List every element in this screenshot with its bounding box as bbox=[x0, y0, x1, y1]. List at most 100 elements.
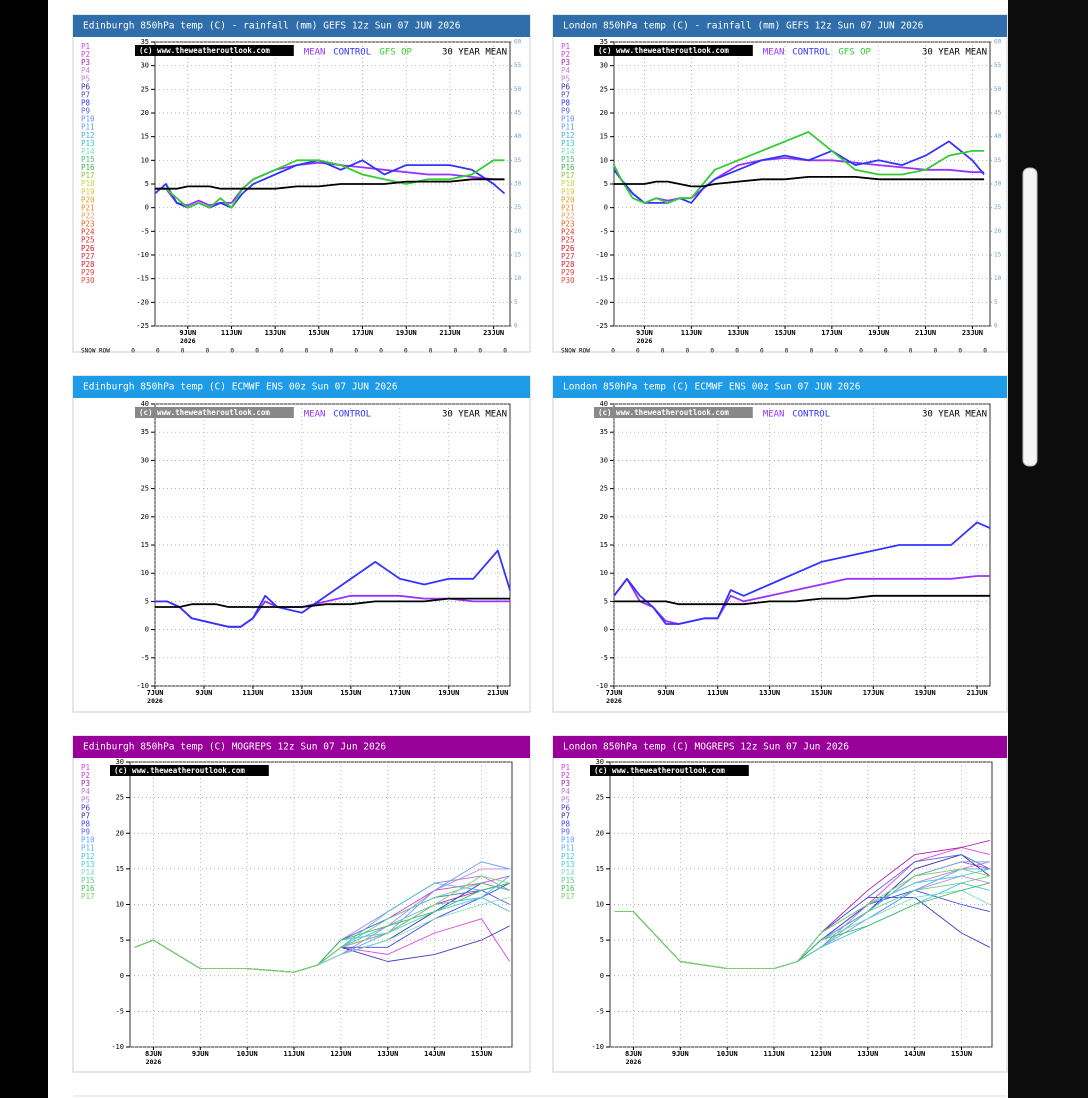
member-label: P28 bbox=[561, 260, 575, 269]
x-tick-label: 23JUN bbox=[483, 329, 504, 337]
legend-entry: P13 bbox=[81, 860, 95, 869]
member-label: P2 bbox=[81, 50, 90, 59]
legend-entry: CONTROL bbox=[792, 48, 830, 58]
snow-row-value: 0 bbox=[834, 348, 838, 355]
legend-entry: P6 bbox=[561, 803, 571, 812]
y2-tick-label: 15 bbox=[994, 252, 1002, 259]
y-tick-label: 15 bbox=[141, 541, 149, 549]
y-tick-label: 25 bbox=[600, 85, 608, 93]
member-label: P30 bbox=[81, 276, 95, 285]
legend-entry: P14 bbox=[561, 868, 575, 877]
legend-entry: GFS OP bbox=[379, 48, 412, 58]
snow-row-label: SNOW ROW bbox=[81, 348, 110, 355]
x-tick-label: 8JUN bbox=[145, 1050, 162, 1058]
y-tick-label: 30 bbox=[116, 758, 124, 766]
legend-entry: P3 bbox=[561, 779, 570, 788]
panel-title: London 850hPa temp (C) - rainfall (mm) G… bbox=[563, 21, 924, 32]
legend-entry: P9 bbox=[561, 828, 570, 837]
y-tick-label: 35 bbox=[600, 428, 608, 436]
y-tick-label: 40 bbox=[600, 400, 608, 408]
y2-tick-label: 60 bbox=[514, 39, 522, 46]
member-label: P4 bbox=[561, 66, 571, 75]
snow-row-value: 0 bbox=[230, 348, 234, 355]
member-label: P16 bbox=[81, 163, 95, 172]
snow-row-value: 0 bbox=[454, 348, 458, 355]
x-tick-label: 17JUN bbox=[352, 329, 373, 337]
y2-tick-label: 25 bbox=[994, 204, 1002, 211]
y2-tick-label: 0 bbox=[994, 323, 998, 330]
y-tick-label: 20 bbox=[600, 513, 608, 521]
member-label: P1 bbox=[81, 42, 90, 51]
series-line bbox=[614, 176, 985, 188]
year-label: 2026 bbox=[147, 697, 163, 705]
legend-entry: 30 YEAR MEAN bbox=[442, 48, 507, 58]
member-label: P11 bbox=[561, 123, 575, 132]
y-tick-label: 5 bbox=[145, 180, 149, 188]
member-label: P24 bbox=[81, 228, 95, 237]
member-label: P11 bbox=[81, 123, 95, 132]
x-tick-label: 10JUN bbox=[717, 1050, 738, 1058]
legend-entry: P8 bbox=[561, 819, 571, 828]
x-tick-label: 15JUN bbox=[951, 1050, 972, 1058]
snow-row-value: 0 bbox=[661, 348, 665, 355]
y-tick-label: 5 bbox=[120, 936, 124, 944]
legend-entry: CONTROL bbox=[333, 410, 371, 420]
member-label: P18 bbox=[81, 179, 95, 188]
member-label: P12 bbox=[81, 131, 95, 140]
x-tick-label: 17JUN bbox=[863, 689, 884, 697]
member-label: P15 bbox=[81, 155, 95, 164]
legend-entry: CONTROL bbox=[333, 48, 371, 58]
snow-row-value: 0 bbox=[206, 348, 210, 355]
member-label: P10 bbox=[561, 115, 575, 124]
series-line bbox=[613, 521, 991, 625]
member-label: P2 bbox=[561, 50, 570, 59]
watermark-box bbox=[594, 407, 753, 418]
legend-entry: 30 YEAR MEAN bbox=[922, 48, 987, 58]
legend-entry: MEAN bbox=[304, 48, 326, 58]
y-tick-label: 30 bbox=[600, 456, 608, 464]
legend-entry: P12 bbox=[561, 852, 575, 861]
y-tick-label: 0 bbox=[145, 626, 149, 634]
x-tick-label: 14JUN bbox=[904, 1050, 925, 1058]
snow-row-value: 0 bbox=[710, 348, 714, 355]
panel-border bbox=[552, 735, 1008, 1073]
x-tick-label: 9JUN bbox=[636, 329, 653, 337]
member-label: P10 bbox=[81, 115, 95, 124]
snow-row-value: 0 bbox=[884, 348, 888, 355]
legend-entry: MEAN bbox=[304, 410, 326, 420]
y2-tick-label: 45 bbox=[994, 110, 1002, 117]
snow-row-value: 0 bbox=[404, 348, 408, 355]
y2-tick-label: 60 bbox=[994, 39, 1002, 46]
watermark: (c) www.theweatheroutlook.com bbox=[598, 408, 729, 417]
x-tick-label: 21JUN bbox=[915, 329, 936, 337]
member-label: P19 bbox=[81, 187, 95, 196]
snow-row-value: 0 bbox=[503, 348, 507, 355]
scroll-handle[interactable] bbox=[1022, 167, 1038, 467]
x-tick-label: 15JUN bbox=[308, 329, 329, 337]
y-tick-label: -5 bbox=[600, 227, 608, 235]
y2-tick-label: 10 bbox=[994, 275, 1002, 282]
y2-tick-label: 55 bbox=[514, 62, 522, 69]
y-tick-label: 5 bbox=[145, 597, 149, 605]
member-label: P29 bbox=[561, 268, 575, 277]
series-line bbox=[614, 594, 990, 606]
x-tick-label: 11JUN bbox=[242, 689, 263, 697]
member-label: P22 bbox=[561, 211, 575, 220]
y-tick-label: -20 bbox=[136, 298, 149, 306]
y-tick-label: 25 bbox=[141, 85, 149, 93]
y2-tick-label: 45 bbox=[514, 110, 522, 117]
y2-tick-label: 30 bbox=[994, 181, 1002, 188]
member-label: P25 bbox=[561, 236, 575, 245]
y2-tick-label: 50 bbox=[994, 86, 1002, 93]
series-line bbox=[155, 159, 505, 209]
x-tick-label: 23JUN bbox=[962, 329, 983, 337]
y2-tick-label: 25 bbox=[514, 204, 522, 211]
legend-entry: GFS OP bbox=[838, 48, 871, 58]
member-label: P8 bbox=[81, 98, 91, 107]
legend-entry: P11 bbox=[81, 844, 95, 853]
y2-tick-label: 35 bbox=[514, 157, 522, 164]
y-tick-label: 0 bbox=[145, 204, 149, 212]
member-label: P3 bbox=[81, 58, 90, 67]
x-tick-label: 13JUN bbox=[291, 689, 312, 697]
x-tick-label: 12JUN bbox=[330, 1050, 351, 1058]
